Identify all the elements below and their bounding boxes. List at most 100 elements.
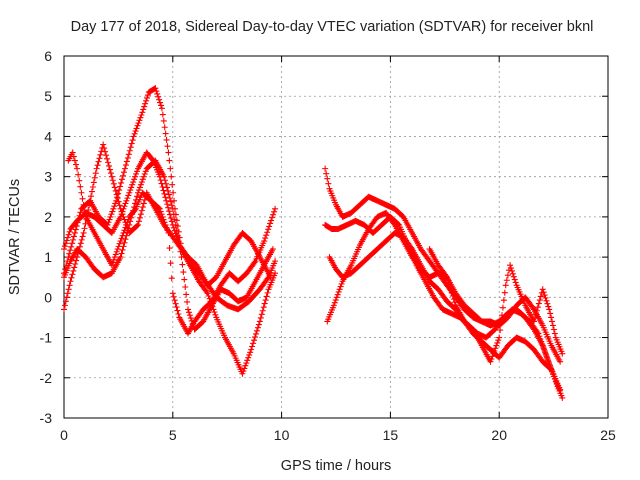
data-point xyxy=(87,197,94,204)
data-point xyxy=(140,106,147,113)
data-point xyxy=(92,170,99,177)
data-point xyxy=(70,236,77,243)
data-point xyxy=(549,318,556,325)
data-point xyxy=(537,293,544,300)
data-point xyxy=(157,102,164,109)
data-point xyxy=(543,297,550,304)
data-point xyxy=(174,232,181,239)
data-point xyxy=(122,200,129,207)
data-point xyxy=(110,205,117,212)
data-point xyxy=(66,250,73,257)
data-point xyxy=(204,290,211,297)
data-point xyxy=(61,243,68,250)
data-point xyxy=(240,368,247,375)
data-point xyxy=(118,208,125,215)
data-point xyxy=(132,173,139,180)
data-point xyxy=(246,351,253,358)
data-point xyxy=(536,333,543,340)
data-point xyxy=(496,334,503,341)
data-point xyxy=(89,184,96,191)
data-point xyxy=(104,155,111,162)
data-point xyxy=(540,343,547,350)
data-point xyxy=(174,307,181,314)
data-point xyxy=(243,360,250,367)
data-point xyxy=(170,189,177,196)
data-point xyxy=(142,100,149,107)
series-track-5 xyxy=(65,149,279,337)
data-point xyxy=(512,279,519,286)
data-point xyxy=(338,280,345,287)
data-point xyxy=(534,329,541,336)
data-point xyxy=(498,312,505,319)
data-point xyxy=(70,233,77,240)
data-point xyxy=(139,176,146,183)
data-point xyxy=(127,187,134,194)
data-point xyxy=(94,162,101,169)
x-axis-label: GPS time / hours xyxy=(281,458,391,474)
data-point xyxy=(134,122,141,129)
data-point xyxy=(336,286,343,293)
data-point xyxy=(493,342,500,349)
data-point xyxy=(257,314,264,321)
data-point xyxy=(164,227,171,234)
data-point xyxy=(120,213,127,220)
data-point xyxy=(70,153,77,160)
data-point xyxy=(185,309,192,316)
data-point xyxy=(186,312,193,319)
data-point xyxy=(131,206,138,213)
data-point xyxy=(267,220,274,227)
data-point xyxy=(184,298,191,305)
data-point xyxy=(503,277,510,284)
x-tick-label: 15 xyxy=(383,427,399,443)
data-point xyxy=(532,311,539,318)
data-point xyxy=(65,231,72,238)
y-tick-label: 4 xyxy=(44,128,52,144)
data-point xyxy=(136,117,143,124)
data-point xyxy=(130,133,137,140)
data-point xyxy=(93,165,100,172)
data-point xyxy=(332,297,339,304)
data-point xyxy=(490,350,497,357)
data-point xyxy=(268,217,275,224)
data-point xyxy=(258,311,265,318)
data-point xyxy=(119,246,126,253)
data-point xyxy=(131,176,138,183)
data-point xyxy=(76,212,83,219)
data-point xyxy=(77,209,84,216)
data-point xyxy=(451,299,458,306)
data-point xyxy=(129,137,136,144)
data-point xyxy=(125,216,132,223)
data-point xyxy=(185,306,192,313)
data-point xyxy=(119,176,126,183)
data-point xyxy=(252,330,259,337)
data-point xyxy=(126,147,133,154)
data-point xyxy=(253,327,260,334)
data-point xyxy=(73,223,80,230)
data-point xyxy=(117,238,124,245)
data-point xyxy=(187,315,194,322)
data-point xyxy=(125,225,132,232)
data-point xyxy=(85,206,92,213)
data-point xyxy=(79,233,86,240)
data-point xyxy=(444,277,451,284)
data-point xyxy=(178,254,185,261)
data-point xyxy=(143,94,150,101)
data-point xyxy=(155,93,162,100)
data-point xyxy=(533,307,540,314)
data-point xyxy=(138,179,145,186)
data-point xyxy=(163,224,170,231)
series-track-10 xyxy=(426,246,566,365)
data-point xyxy=(271,208,278,215)
data-point xyxy=(105,159,112,166)
data-point xyxy=(500,297,507,304)
data-point xyxy=(141,170,148,177)
data-point xyxy=(167,165,174,172)
data-point xyxy=(531,314,538,321)
data-point xyxy=(167,198,174,205)
data-point xyxy=(163,197,170,204)
data-point xyxy=(135,120,142,127)
grid xyxy=(64,56,608,418)
data-point xyxy=(80,229,87,236)
data-point xyxy=(121,165,128,172)
